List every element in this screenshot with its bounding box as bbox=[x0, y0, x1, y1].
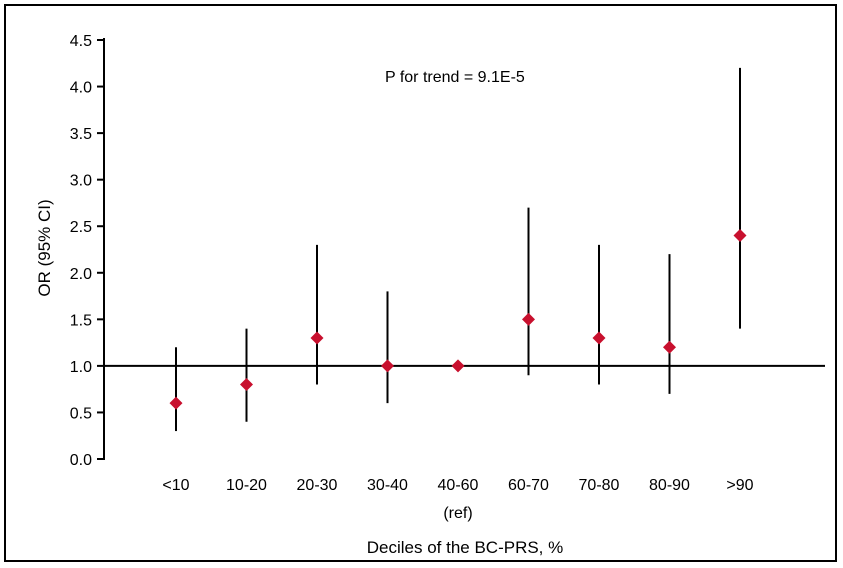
x-tick-label: 70-80 bbox=[579, 477, 620, 494]
or-point-marker bbox=[169, 396, 183, 410]
y-tick-label: 3.5 bbox=[70, 126, 92, 143]
y-tick-label: 4.5 bbox=[70, 33, 92, 50]
x-tick-label: 40-60 bbox=[438, 477, 479, 494]
or-point-marker bbox=[451, 359, 465, 373]
x-tick-label: >90 bbox=[726, 477, 753, 494]
y-tick-label: 1.0 bbox=[70, 359, 92, 376]
x-tick-label: <10 bbox=[162, 477, 189, 494]
or-point-marker bbox=[733, 229, 747, 243]
x-axis-title: Deciles of the BC-PRS, % bbox=[367, 538, 564, 557]
chart-frame bbox=[4, 4, 837, 562]
y-tick-label: 0.0 bbox=[70, 452, 92, 469]
or-point-marker bbox=[310, 331, 324, 345]
or-point-marker bbox=[240, 378, 253, 392]
x-tick-label: 80-90 bbox=[649, 477, 690, 494]
y-tick-label: 4.0 bbox=[70, 80, 92, 97]
y-tick-label: 0.5 bbox=[70, 405, 92, 422]
y-tick-label: 2.5 bbox=[70, 219, 92, 236]
y-tick-label: 1.5 bbox=[70, 312, 92, 329]
or-point-marker bbox=[522, 312, 535, 326]
x-tick-sublabel: (ref) bbox=[443, 505, 472, 522]
x-tick-label: 10-20 bbox=[226, 477, 267, 494]
x-tick-label: 30-40 bbox=[367, 477, 408, 494]
x-tick-label: 20-30 bbox=[297, 477, 338, 494]
or-point-marker bbox=[663, 340, 676, 354]
or-point-marker bbox=[592, 331, 606, 345]
x-tick-label: 60-70 bbox=[508, 477, 549, 494]
p-trend-annotation: P for trend = 9.1E-5 bbox=[385, 69, 525, 86]
y-axis-title: OR (95% CI) bbox=[35, 199, 54, 296]
or-point-marker bbox=[381, 359, 394, 373]
y-tick-label: 3.0 bbox=[70, 173, 92, 190]
y-tick-label: 2.0 bbox=[70, 266, 92, 283]
